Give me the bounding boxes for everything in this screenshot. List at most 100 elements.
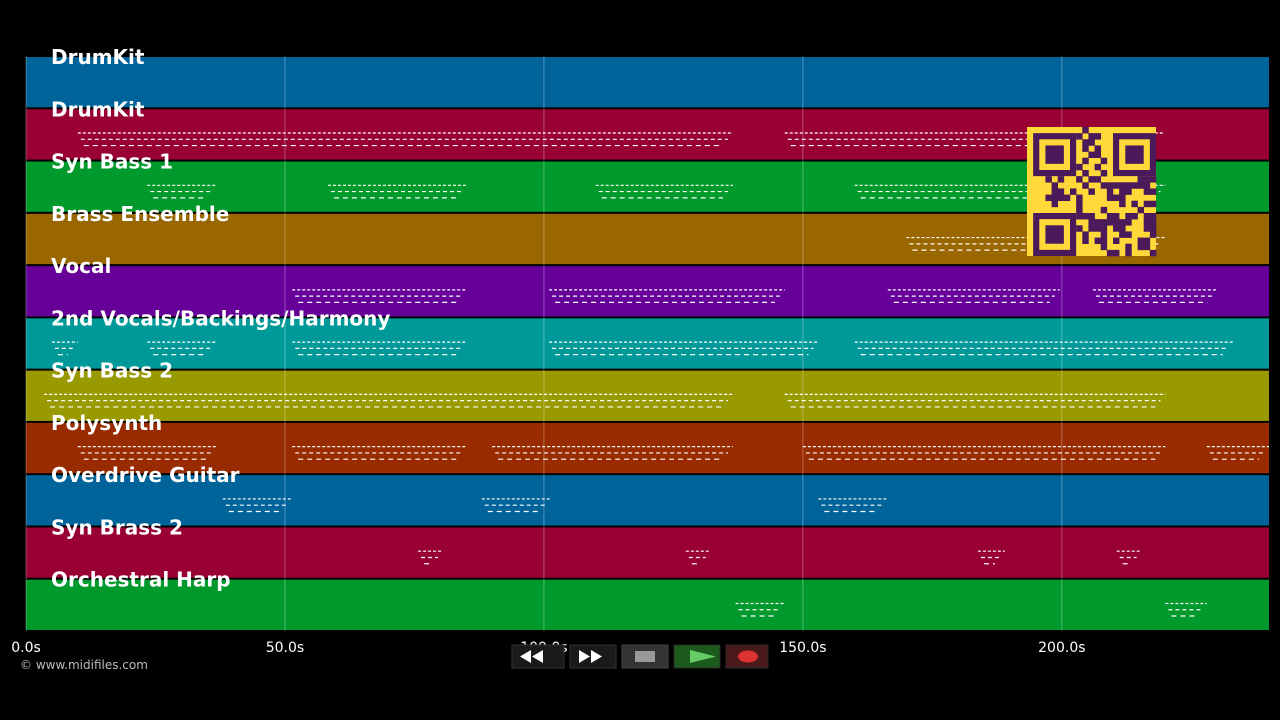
qr-cell xyxy=(1143,237,1151,245)
note-clip xyxy=(77,446,217,460)
qr-finder-core xyxy=(1125,145,1144,164)
qr-cell xyxy=(1113,213,1120,220)
qr-cell xyxy=(1125,188,1132,195)
qr-cell xyxy=(1070,188,1077,195)
qr-cell xyxy=(1137,176,1145,183)
x-tick-label: 0.0s xyxy=(11,640,41,656)
track-row xyxy=(26,370,1269,421)
track-name: Overdrive Guitar xyxy=(51,463,240,487)
qr-cell xyxy=(1082,237,1089,245)
qr-cell xyxy=(1143,182,1151,189)
qr-cell xyxy=(1076,163,1083,171)
qr-cell xyxy=(1100,170,1108,177)
qr-cell xyxy=(1137,237,1145,245)
qr-cell xyxy=(1094,225,1102,232)
qr-cell xyxy=(1143,225,1151,232)
qr-cell xyxy=(1119,225,1126,232)
qr-cell xyxy=(1113,225,1120,232)
qr-cell xyxy=(1113,182,1120,189)
note-clip xyxy=(802,446,1166,460)
qr-cell xyxy=(1125,249,1132,257)
note-clip xyxy=(327,184,467,199)
qr-cell xyxy=(1100,237,1108,245)
track-name: DrumKit xyxy=(51,97,145,121)
note-clip xyxy=(887,289,1060,303)
qr-cell xyxy=(1143,213,1151,220)
qr-cell xyxy=(1137,243,1145,251)
qr-cell xyxy=(1119,194,1126,202)
record-button[interactable] xyxy=(725,644,769,669)
qr-cell xyxy=(1106,213,1114,220)
qr-cell xyxy=(1149,188,1157,195)
note-clip xyxy=(818,498,888,513)
qr-cell xyxy=(1131,213,1138,220)
qr-cell xyxy=(1131,200,1138,208)
qr-cell xyxy=(1106,219,1114,226)
qr-cell xyxy=(1088,188,1095,195)
qr-cell xyxy=(1094,219,1102,226)
note-clip xyxy=(549,289,785,303)
qr-cell xyxy=(1045,194,1052,202)
qr-cell xyxy=(1106,182,1114,189)
qr-cell xyxy=(1143,176,1151,183)
qr-cell xyxy=(1082,182,1089,189)
qr-cell xyxy=(1051,188,1059,195)
rewind-button[interactable] xyxy=(511,644,565,669)
qr-cell xyxy=(1082,145,1089,152)
qr-cell xyxy=(1149,176,1157,183)
qr-cell xyxy=(1088,151,1095,159)
qr-cell xyxy=(1113,249,1120,257)
qr-finder xyxy=(1112,133,1156,177)
qr-finder xyxy=(1033,133,1077,177)
note-clip xyxy=(44,393,733,408)
track-row xyxy=(26,318,1269,369)
note-clip xyxy=(1116,550,1142,565)
qr-cell xyxy=(1113,237,1120,245)
note-clip xyxy=(784,393,1166,408)
qr-finder-core xyxy=(1045,145,1064,164)
qr-cell xyxy=(1051,200,1059,208)
track-row xyxy=(26,475,1269,526)
qr-cell xyxy=(1100,225,1108,232)
play-button[interactable] xyxy=(673,644,721,669)
note-clip xyxy=(1165,602,1207,617)
track-name: Syn Bass 1 xyxy=(51,150,173,174)
note-clip xyxy=(685,550,711,565)
qr-cell xyxy=(1137,182,1145,189)
qr-cell xyxy=(1125,243,1132,251)
note-clip xyxy=(735,602,785,617)
track-name: Polysynth xyxy=(51,411,162,435)
note-clip xyxy=(292,341,467,356)
qr-cell xyxy=(1076,176,1083,183)
qr-cell xyxy=(1143,219,1151,226)
note-clip xyxy=(492,446,733,460)
qr-cell xyxy=(1113,194,1120,202)
track-name: Brass Ensemble xyxy=(51,202,229,226)
qr-cell xyxy=(1113,219,1120,226)
qr-cell xyxy=(1143,200,1151,208)
stop-button[interactable] xyxy=(621,644,669,669)
qr-code xyxy=(1027,127,1157,257)
qr-cell xyxy=(1149,225,1157,232)
qr-cell xyxy=(1082,157,1089,165)
qr-cell xyxy=(1125,182,1132,189)
qr-cell xyxy=(1149,200,1157,208)
qr-cell xyxy=(1082,139,1089,146)
note-clip xyxy=(147,184,217,199)
qr-cell xyxy=(1119,219,1126,226)
qr-cell xyxy=(1100,219,1108,226)
qr-cell xyxy=(1057,194,1065,202)
track-name: Syn Bass 2 xyxy=(51,359,173,383)
qr-cell xyxy=(1076,194,1083,202)
qr-cell xyxy=(1088,219,1095,226)
qr-cell xyxy=(1051,194,1059,202)
forward-button[interactable] xyxy=(569,644,617,669)
qr-cell xyxy=(1057,176,1065,183)
qr-cell xyxy=(1119,200,1126,208)
x-tick-label: 200.0s xyxy=(1038,640,1085,656)
qr-cell xyxy=(1082,127,1089,134)
qr-cell xyxy=(1082,213,1089,220)
track-name: Vocal xyxy=(51,254,111,278)
qr-cell xyxy=(1100,182,1108,189)
qr-cell xyxy=(1088,225,1095,232)
